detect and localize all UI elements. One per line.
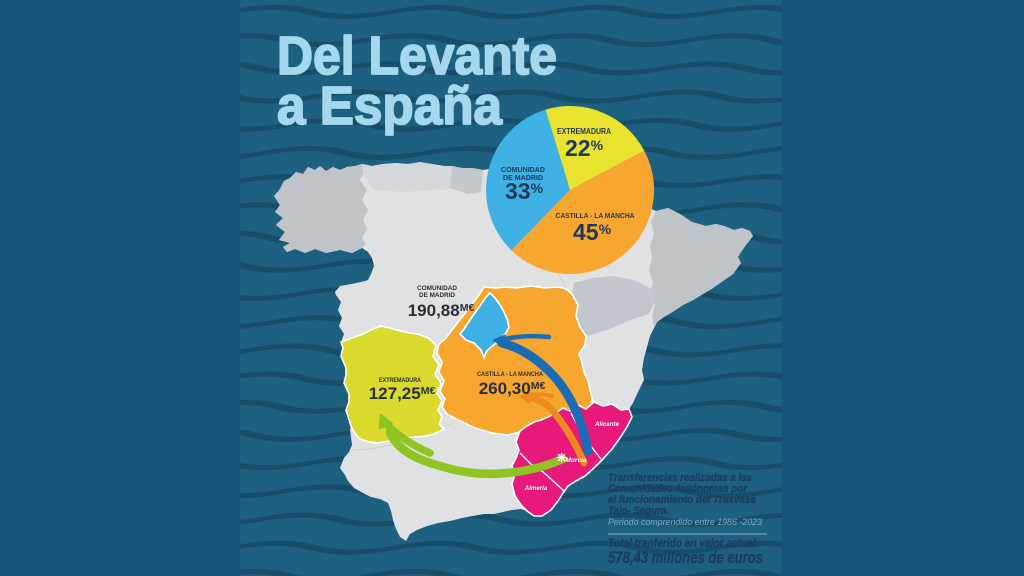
svg-text:578,43 millones de euros: 578,43 millones de euros [608,549,763,567]
svg-text:Del Levante: Del Levante [277,26,557,86]
svg-text:Tajo- Segura.: Tajo- Segura. [608,505,669,517]
svg-text:Comunidades Autónomas por: Comunidades Autónomas por [608,483,748,495]
svg-text:260,30M€: 260,30M€ [479,379,546,398]
svg-text:CASTILLA - LA MANCHA: CASTILLA - LA MANCHA [556,211,636,220]
svg-text:22%: 22% [565,135,604,161]
svg-text:Transferencias realizadas a la: Transferencias realizadas a las [608,472,752,484]
svg-text:Almería: Almería [524,485,548,492]
svg-text:el funcionamiento del Trasvase: el funcionamiento del Trasvase [608,494,756,506]
svg-text:190,88M€: 190,88M€ [408,301,475,320]
svg-text:COMUNIDAD: COMUNIDAD [501,167,545,174]
svg-text:DE MADRID: DE MADRID [503,175,543,182]
svg-text:127,25M€: 127,25M€ [369,384,436,403]
svg-text:EXTREMADURA: EXTREMADURA [379,377,421,384]
svg-text:DE MADRID: DE MADRID [419,292,456,299]
svg-text:Total tranferido en valor actu: Total tranferido en valor actual: [608,536,759,550]
svg-text:Murcia: Murcia [565,457,587,464]
svg-text:EXTREMADURA: EXTREMADURA [557,127,611,136]
svg-text:a España: a España [277,76,503,136]
svg-text:COMUNIDAD: COMUNIDAD [417,285,458,292]
svg-text:CASTILLA - LA MANCHA: CASTILLA - LA MANCHA [477,371,543,378]
svg-text:Alicante: Alicante [594,421,620,428]
svg-text:Periodo comprendido entre 1986: Periodo comprendido entre 1986 -2023 [608,517,763,528]
